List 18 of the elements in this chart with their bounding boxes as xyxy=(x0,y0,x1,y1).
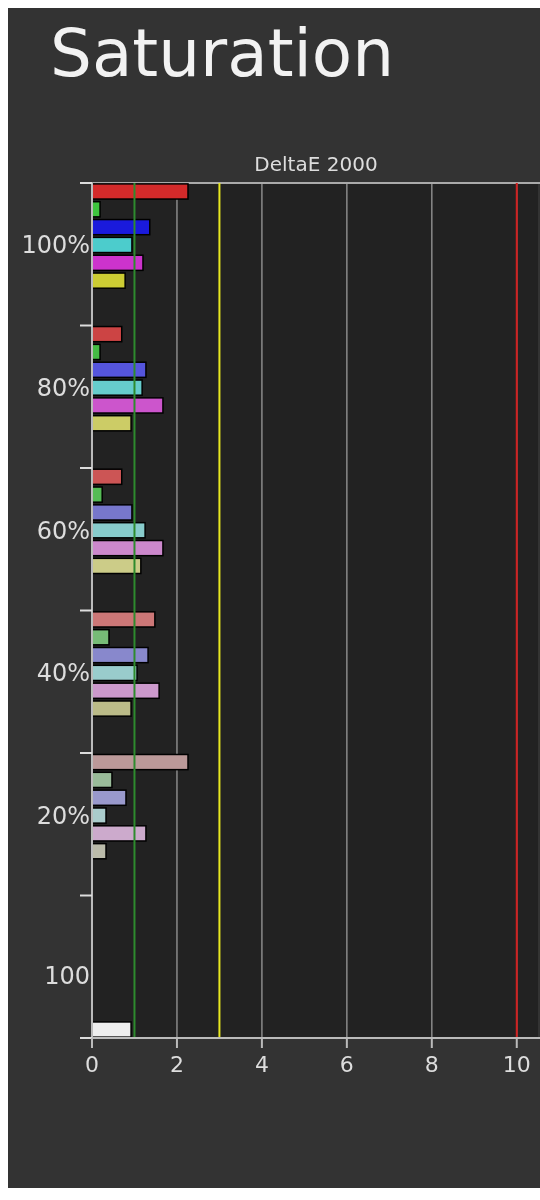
bar xyxy=(91,753,189,771)
y-tick-label: 100% xyxy=(21,231,90,260)
y-tick-label: 40% xyxy=(36,659,90,688)
x-tick-label: 4 xyxy=(254,1052,269,1077)
x-tick-label: 0 xyxy=(85,1052,99,1077)
bar xyxy=(91,325,123,343)
x-tick-label: 6 xyxy=(339,1052,354,1077)
y-tick-label: 80% xyxy=(36,374,90,403)
y-tick-label: 20% xyxy=(36,801,90,830)
x-tick-label: 10 xyxy=(502,1052,531,1077)
bar xyxy=(91,557,142,575)
y-tick-label: 100 xyxy=(44,962,90,991)
x-tick-label: 2 xyxy=(169,1052,184,1077)
chart-title: Saturation xyxy=(50,15,395,92)
x-axis-title: DeltaE 2000 xyxy=(254,152,378,176)
x-tick-label: 8 xyxy=(424,1052,439,1077)
bar xyxy=(91,1021,132,1038)
y-tick-label: 60% xyxy=(36,516,90,545)
